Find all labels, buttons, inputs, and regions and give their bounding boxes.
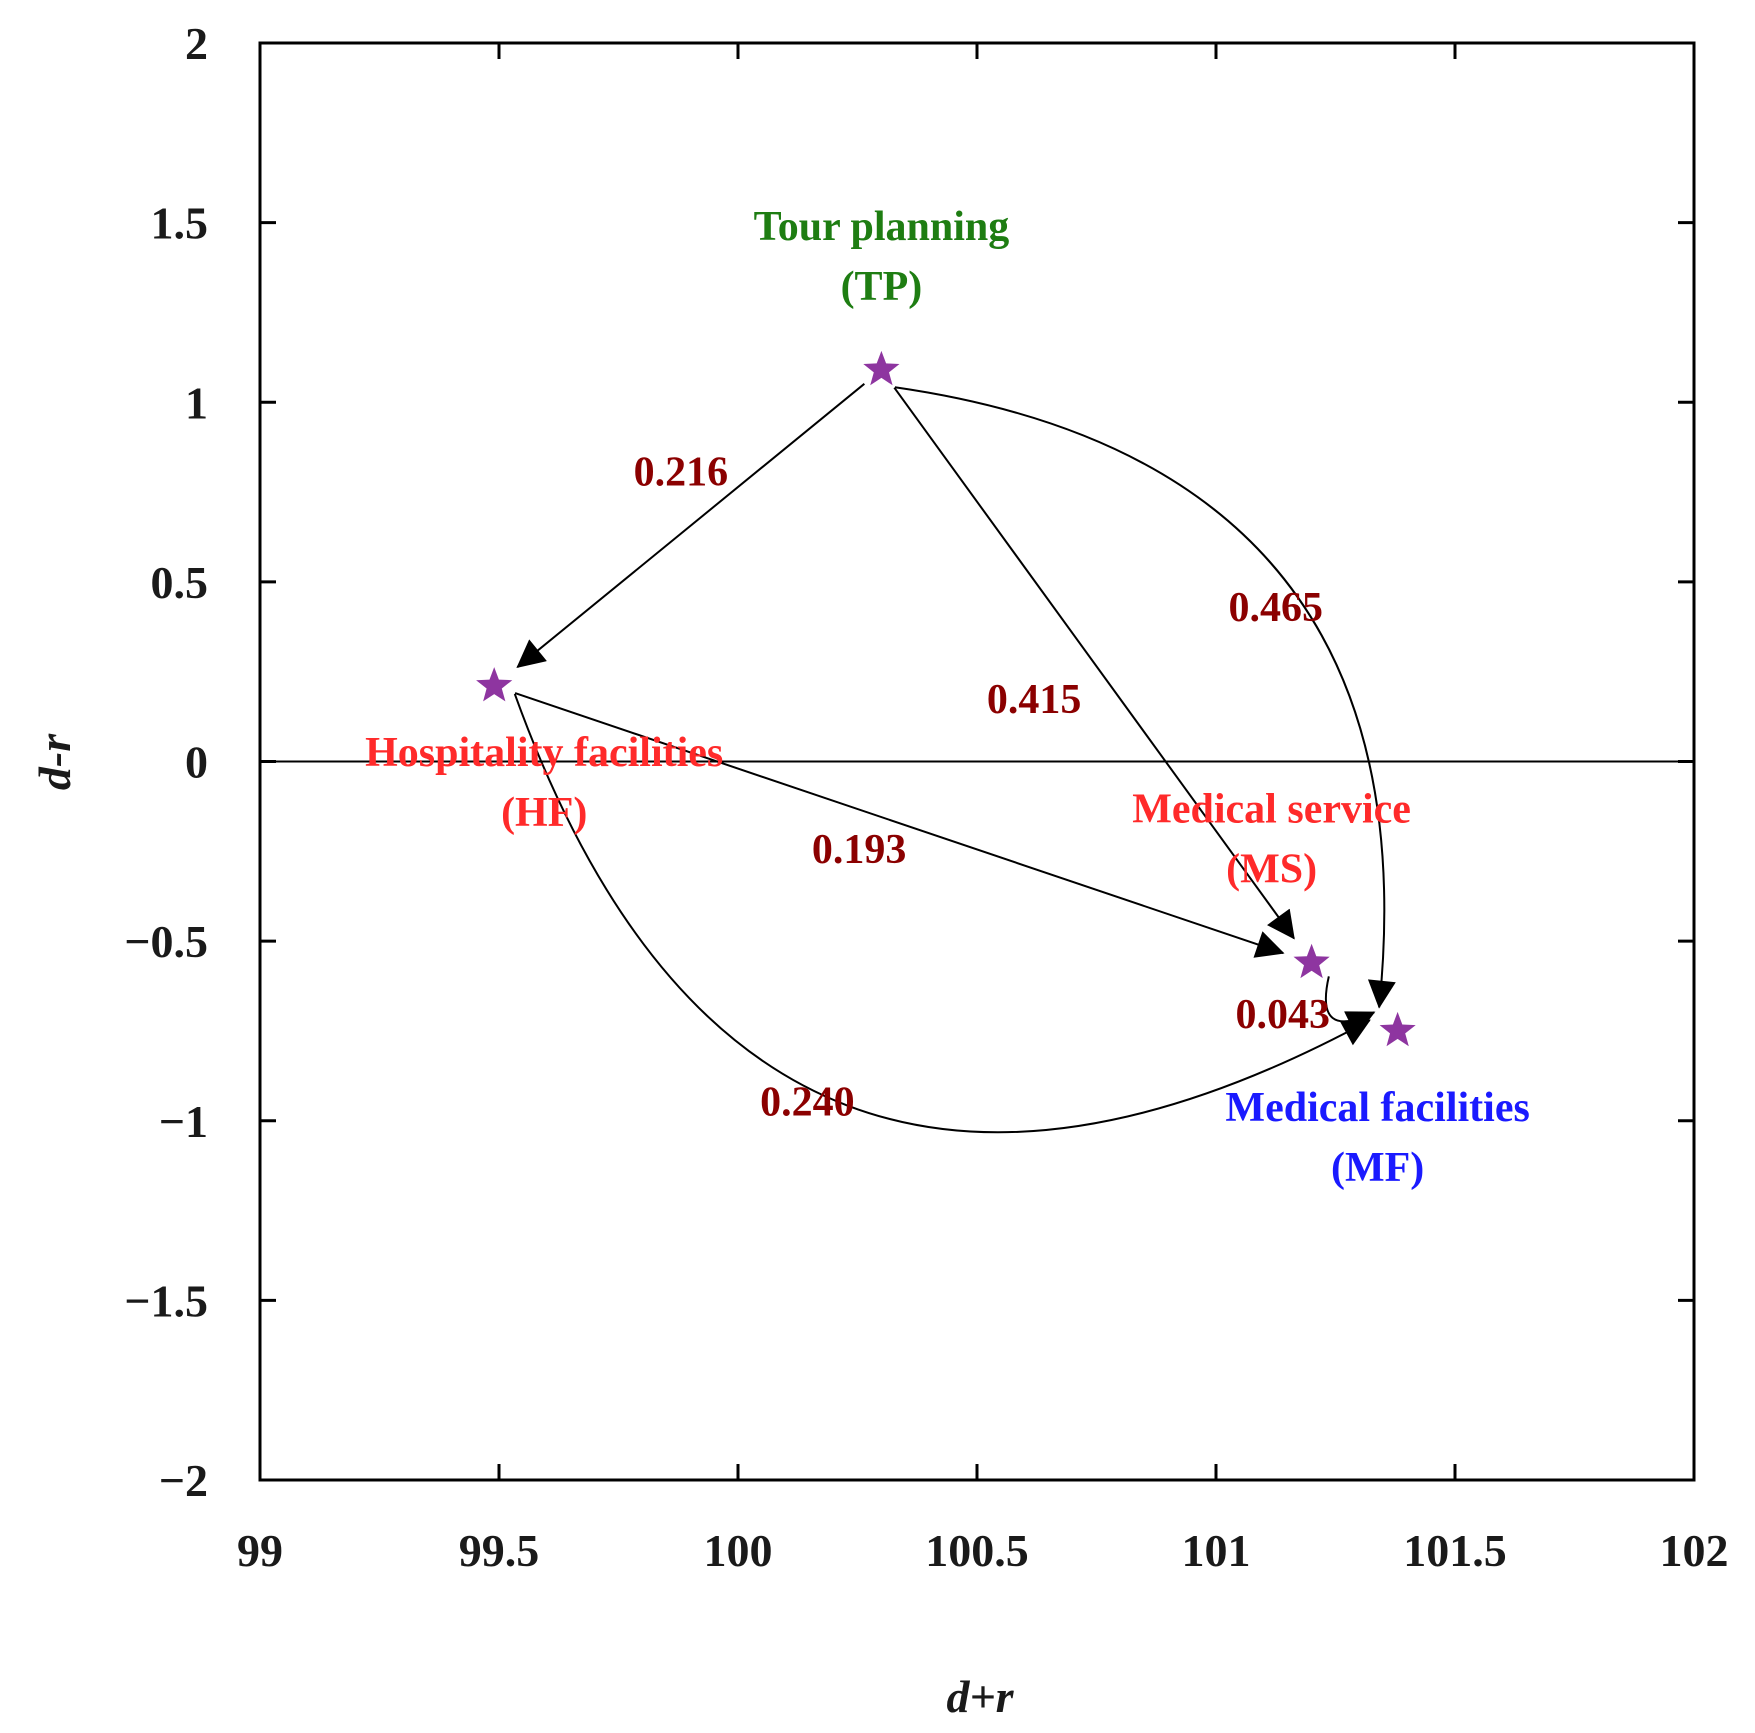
- arrow-hf-mf: [513, 693, 1371, 1134]
- x-tick-label: 100.5: [925, 1525, 1029, 1576]
- y-tick-label: −1: [159, 1096, 208, 1147]
- arrow-hf-ms: [514, 692, 1285, 958]
- x-tick-label: 101.5: [1403, 1525, 1507, 1576]
- relation-value-hf-mf: 0.240: [760, 1080, 855, 1126]
- relation-value-tp-ms: 0.415: [987, 677, 1082, 723]
- y-axis-ticks: 2 1.5 1 0.5 0 −0.5 −1 −1.5 −2: [124, 18, 1694, 1506]
- x-tick-label: 101: [1182, 1525, 1251, 1576]
- relation-value-tp-hf: 0.216: [634, 449, 729, 495]
- factor-label-ms: Medical service: [1132, 787, 1411, 833]
- arrow-tp-ms: [893, 387, 1295, 940]
- relation-value-hf-ms: 0.193: [812, 827, 907, 873]
- arrow-tp-mf: [894, 386, 1396, 1009]
- x-tick-label: 99.5: [459, 1525, 540, 1576]
- x-tick-label: 99: [237, 1525, 283, 1576]
- relation-arrows: [513, 383, 1396, 1134]
- star-marker-mf: [1379, 1011, 1416, 1047]
- factor-code-tp: (TP): [841, 264, 923, 310]
- arrow-ms-mf: [1324, 976, 1376, 1037]
- star-marker-tp: [863, 350, 900, 386]
- factor-label-hf: Hospitality facilities: [365, 730, 723, 776]
- y-tick-label: 0.5: [151, 557, 209, 608]
- x-tick-label: 102: [1660, 1525, 1729, 1576]
- factor-code-ms: (MS): [1226, 847, 1317, 893]
- factor-points: [476, 350, 1416, 1047]
- y-tick-label: 1.5: [151, 198, 209, 249]
- y-axis-title: d-r: [29, 733, 80, 790]
- relation-value-tp-mf: 0.465: [1229, 585, 1324, 631]
- x-tick-label: 100: [704, 1525, 773, 1576]
- star-marker-hf: [476, 667, 513, 702]
- factor-code-hf: (HF): [501, 790, 587, 836]
- factor-label-mf: Medical facilities: [1225, 1085, 1529, 1131]
- factor-labels: Tour planning (TP) Hospitality facilities (…: [365, 204, 1530, 1191]
- y-tick-label: −0.5: [124, 916, 208, 967]
- x-axis-title: d+r: [946, 1671, 1014, 1722]
- star-marker-ms: [1293, 943, 1330, 979]
- y-tick-label: 0: [185, 737, 208, 788]
- y-tick-label: −2: [159, 1455, 208, 1506]
- factor-label-tp: Tour planning: [754, 204, 1010, 250]
- relation-value-ms-mf: 0.043: [1235, 992, 1330, 1038]
- x-axis-ticks: 99 99.5 100 100.5 101 101.5 102: [237, 43, 1729, 1576]
- factor-code-mf: (MF): [1331, 1145, 1424, 1191]
- y-tick-label: −1.5: [124, 1275, 208, 1326]
- arrow-tp-hf: [516, 383, 865, 668]
- y-tick-label: 2: [185, 18, 208, 69]
- relation-values: 0.216 0.415 0.465 0.193 0.240 0.043: [634, 449, 1330, 1125]
- y-tick-label: 1: [185, 377, 208, 428]
